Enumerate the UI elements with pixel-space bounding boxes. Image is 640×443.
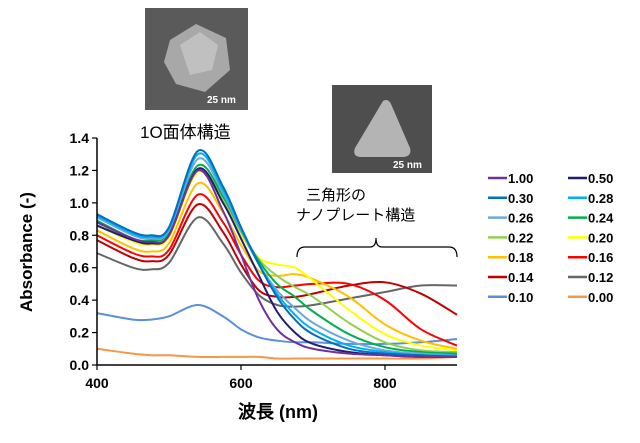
legend-label: 0.28 [588,191,613,206]
series-line-0.00 [96,347,458,360]
series-line-0.24 [96,163,458,355]
y-tick-label: 0.0 [70,357,90,373]
legend-label: 0.30 [508,191,533,206]
x-tick-label: 800 [373,375,397,391]
legend-item-0.28: 0.28 [568,191,613,206]
legend-label: 1.00 [508,171,533,186]
triangle-label-1: 三角形の [306,187,366,204]
x-axis-label: 波長 (nm) [238,401,318,422]
legend-item-0.16: 0.16 [568,250,613,265]
legend-item-0.20: 0.20 [568,230,613,245]
legend-label: 0.12 [588,270,613,285]
legend-item-0.10: 0.10 [488,290,533,305]
y-tick-label: 1.4 [70,130,90,146]
series-line-1.00 [96,169,458,359]
series-line-0.30 [96,149,458,358]
legend-item-0.24: 0.24 [568,211,614,226]
legend-item-1.00: 1.00 [488,171,533,186]
sem-image-triangle: 25 nm [332,85,432,173]
legend-label: 0.00 [588,290,613,305]
legend-label: 0.22 [508,230,533,245]
legend-item-0.30: 0.30 [488,191,533,206]
legend-item-0.50: 0.50 [568,171,613,186]
series-line-0.20 [96,170,458,352]
legend-item-0.26: 0.26 [488,211,533,226]
legend-label: 0.20 [588,230,613,245]
decahedron-label: 1O面体構造 [140,123,231,142]
legend-label: 0.18 [508,250,533,265]
y-tick-label: 0.8 [70,227,90,243]
legend-item-0.14: 0.14 [488,270,534,285]
legend-item-0.00: 0.00 [568,290,613,305]
y-tick-label: 0.6 [70,260,90,276]
series-line-0.28 [96,152,458,357]
legend-label: 0.14 [508,270,534,285]
triangle-label-2: ナノプレート構造 [296,207,415,224]
legend-label: 0.16 [588,250,613,265]
x-tick-label: 600 [229,375,253,391]
sem-image-decahedron: 25 nm [145,8,248,110]
legend-item-0.12: 0.12 [568,270,613,285]
series-line-0.18 [96,181,458,350]
x-tick-label: 400 [85,375,109,391]
y-tick-label: 0.2 [70,325,90,341]
scale-label-2: 25 nm [393,160,422,171]
legend-label: 0.10 [508,290,533,305]
series-line-0.16 [96,193,458,347]
legend-label: 0.26 [508,211,533,226]
y-axis-label: Absorbance (-) [17,192,36,312]
y-tick-label: 0.4 [70,292,90,308]
y-tick-label: 1.2 [70,162,90,178]
series-line-0.14 [96,203,458,316]
bracket [296,237,458,258]
legend-label: 0.24 [588,211,614,226]
scale-label-1: 25 nm [207,95,236,106]
legend-label: 0.50 [588,171,613,186]
legend-item-0.22: 0.22 [488,230,533,245]
legend-item-0.18: 0.18 [488,250,533,265]
y-tick-label: 1.0 [70,195,90,211]
